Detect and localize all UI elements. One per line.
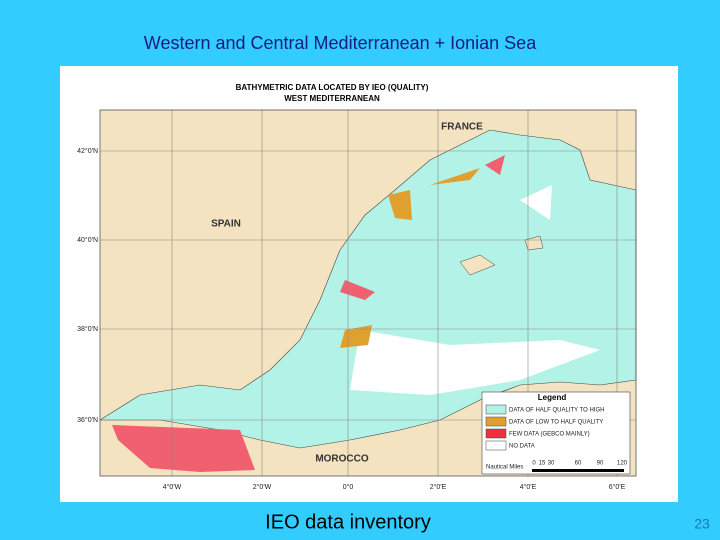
scale-tick: 120 [617, 461, 628, 467]
legend-swatch [485, 440, 507, 451]
lat-label: 38°0'N [77, 325, 98, 333]
lon-label: 0°0 [343, 483, 354, 491]
legend-label: FEW DATA (GEBCO MAINLY) [509, 432, 590, 438]
scale-tick: 60 [575, 461, 582, 467]
footer: IEO data inventory [265, 511, 431, 533]
map-title: WEST MEDITERRANEAN [284, 94, 380, 103]
legend-box [481, 391, 631, 475]
lon-label: 6°0'E [609, 483, 626, 491]
legend-swatch [485, 416, 507, 427]
lat-label: 40°0'N [77, 236, 98, 244]
few-data-area [112, 425, 255, 472]
low-quality-area [388, 190, 412, 220]
low-quality-area [430, 168, 480, 185]
legend-label: DATA OF HALF QUALITY TO HIGH [509, 408, 604, 414]
scale-tick: 90 [597, 461, 604, 467]
lon-label: 4°0'E [520, 483, 537, 491]
few-data-area [485, 155, 505, 175]
legend-label: DATA OF LOW TO HALF QUALITY [509, 420, 603, 426]
lat-label: 36°0'N [77, 416, 98, 424]
island [459, 254, 496, 276]
legend-title: Legend [538, 393, 567, 402]
lon-label: 2°0'W [253, 483, 272, 491]
lat-label: 42°0'N [77, 147, 98, 155]
legend-swatch [485, 428, 507, 439]
legend-swatch [485, 404, 507, 415]
map-title: BATHYMETRIC DATA LOCATED BY IEO (QUALITY… [236, 83, 429, 92]
page-number: 23 [694, 516, 710, 532]
scale-tick: 30 [548, 461, 555, 467]
few-data-area [340, 280, 375, 300]
map-border [99, 109, 637, 477]
legend-label: NO DATA [509, 444, 535, 450]
scale-unit: Nautical Miles [486, 465, 523, 471]
scale-tick: 15 [539, 461, 546, 467]
lon-label: 4°0'W [163, 483, 182, 491]
lon-label: 2°0'E [430, 483, 447, 491]
island [524, 235, 544, 251]
country-label: MOROCCO [315, 454, 369, 465]
no-data-area [520, 185, 552, 220]
scale-bar [532, 469, 624, 472]
country-label: FRANCE [441, 122, 483, 133]
slide-title: Western and Central Mediterranean + Ioni… [144, 33, 537, 53]
scale-tick: 0 [532, 461, 536, 467]
country-label: SPAIN [211, 219, 241, 230]
no-data-area [350, 330, 600, 395]
